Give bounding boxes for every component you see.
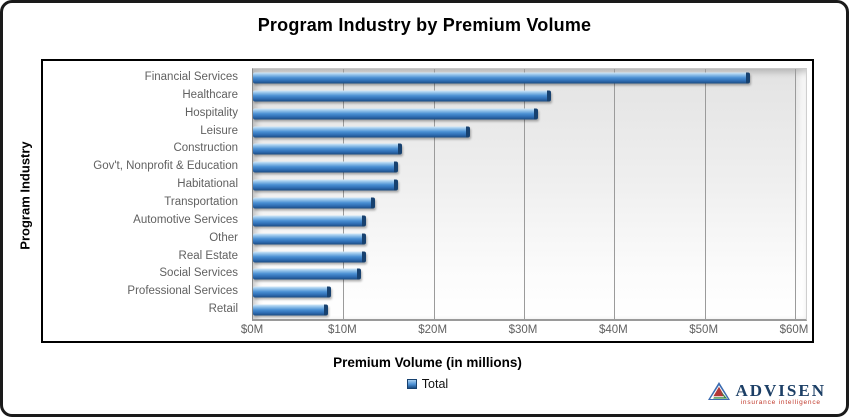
x-axis-title: Premium Volume (in millions) <box>333 355 522 370</box>
bar-row-9 <box>253 230 806 248</box>
plot-area <box>252 68 807 321</box>
bar-row-7 <box>253 194 806 212</box>
bar-row-6 <box>253 176 806 194</box>
chart-title: Program Industry by Premium Volume <box>257 15 592 35</box>
bar-row-11 <box>253 265 806 283</box>
advisen-logo-tagline: insurance intelligence <box>740 398 821 406</box>
x-tick-50: $50M <box>689 324 719 336</box>
gridline-10 <box>343 69 345 319</box>
gridline-20 <box>433 69 435 319</box>
y-label-4: Construction <box>173 142 238 155</box>
bar-row-12 <box>253 283 806 301</box>
bar-healthcare <box>253 90 552 102</box>
bar-real-estate <box>253 251 366 263</box>
y-label-5: Gov't, Nonprofit & Education <box>93 160 238 173</box>
bar-row-10 <box>253 248 806 266</box>
legend-swatch-total <box>406 379 417 389</box>
legend: Total <box>41 377 814 391</box>
x-tick-0: $0M <box>240 324 264 336</box>
y-axis-title: Program Industry <box>17 141 33 250</box>
bar-rows <box>253 69 806 319</box>
bar-row-8 <box>253 212 806 230</box>
bar-row-0 <box>253 69 806 87</box>
advisen-logo-text: ADVISEN insurance intelligence <box>735 382 826 407</box>
legend-label: Total <box>421 377 449 391</box>
y-label-11: Social Services <box>159 267 238 280</box>
y-label-9: Other <box>209 231 238 244</box>
bar-automotive-services <box>253 215 366 227</box>
bar-professional-services <box>253 286 331 298</box>
bar-row-3 <box>253 123 806 141</box>
bar-row-5 <box>253 158 806 176</box>
gridline-50 <box>704 69 706 319</box>
gridline-30 <box>524 69 525 319</box>
gridline-40 <box>614 69 616 319</box>
y-label-0: Financial Services <box>144 70 238 83</box>
advisen-logo: ADVISEN insurance intelligence <box>708 381 826 407</box>
y-label-2: Hospitality <box>184 106 238 119</box>
x-tick-30: $30M <box>508 324 538 336</box>
bar-transportation <box>253 197 375 209</box>
x-tick-60: $60M <box>779 324 809 336</box>
bar-gov-t-nonprofit-education <box>253 161 398 173</box>
x-tick-20: $20M <box>418 324 448 336</box>
bar-row-4 <box>253 140 806 158</box>
bar-financial-services <box>253 72 750 84</box>
bar-row-13 <box>253 301 806 319</box>
bar-social-services <box>253 268 362 280</box>
y-label-13: Retail <box>208 303 238 316</box>
y-label-6: Habitational <box>177 178 238 191</box>
bar-row-1 <box>253 87 806 105</box>
y-label-12: Professional Services <box>127 285 238 298</box>
bar-construction <box>253 143 403 155</box>
y-label-3: Leisure <box>200 124 238 137</box>
x-tick-10: $10M <box>327 324 357 336</box>
x-tick-40: $40M <box>598 324 628 336</box>
bar-row-2 <box>253 105 806 123</box>
gridline-60 <box>795 69 796 319</box>
y-label-8: Automotive Services <box>133 213 238 226</box>
chart-frame: Financial Services Healthcare Hospitality L… <box>41 59 814 343</box>
bar-leisure <box>253 126 470 137</box>
y-label-1: Healthcare <box>182 88 238 101</box>
y-label-10: Real Estate <box>178 249 238 262</box>
advisen-triangle-icon <box>708 381 731 405</box>
advisen-logo-name: ADVISEN <box>735 380 826 400</box>
y-label-7: Transportation <box>164 195 238 208</box>
bar-hospitality <box>253 108 538 120</box>
bar-retail <box>253 304 328 316</box>
bar-habitational <box>253 179 398 191</box>
y-axis-labels: Financial Services Healthcare Hospitality L… <box>43 68 245 318</box>
bar-other <box>253 233 366 245</box>
